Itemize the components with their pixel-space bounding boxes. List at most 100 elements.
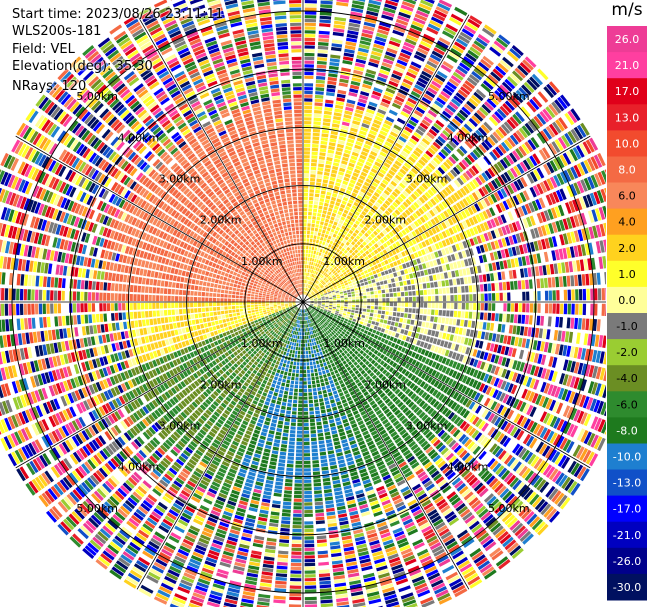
velocity-gate xyxy=(471,165,480,175)
velocity-gate xyxy=(336,502,345,507)
velocity-gate xyxy=(331,430,338,435)
velocity-gate xyxy=(340,357,345,362)
velocity-gate xyxy=(363,164,371,171)
velocity-gate xyxy=(506,313,511,323)
velocity-gate xyxy=(350,11,363,17)
velocity-gate xyxy=(551,277,556,288)
velocity-gate xyxy=(362,168,369,174)
velocity-gate xyxy=(303,147,311,151)
velocity-gate xyxy=(333,298,337,301)
velocity-gate xyxy=(433,77,444,86)
velocity-gate xyxy=(313,275,317,279)
velocity-gate xyxy=(518,87,529,99)
velocity-gate xyxy=(468,311,473,319)
velocity-gate xyxy=(345,241,350,246)
velocity-gate xyxy=(319,11,332,16)
velocity-gate xyxy=(333,303,337,306)
velocity-gate xyxy=(363,226,368,232)
velocity-gate xyxy=(327,211,332,216)
velocity-gate xyxy=(566,275,571,287)
velocity-gate xyxy=(410,24,423,32)
velocity-gate xyxy=(478,321,483,330)
velocity-gate xyxy=(377,290,382,294)
velocity-gate xyxy=(304,287,306,291)
velocity-gate xyxy=(331,268,335,273)
velocity-gate xyxy=(320,599,333,604)
velocity-gate xyxy=(457,212,464,221)
velocity-gate xyxy=(389,245,394,251)
velocity-gate xyxy=(351,241,356,246)
velocity-gate xyxy=(442,30,455,39)
velocity-gate xyxy=(425,150,434,158)
velocity-gate xyxy=(335,292,340,295)
velocity-gate xyxy=(320,253,324,257)
velocity-gate xyxy=(404,291,409,296)
velocity-gate xyxy=(304,581,317,586)
velocity-gate xyxy=(456,336,462,343)
velocity-gate xyxy=(332,306,336,309)
velocity-gate xyxy=(388,80,399,88)
velocity-gate xyxy=(325,439,332,444)
velocity-gate xyxy=(303,226,307,231)
velocity-gate xyxy=(303,211,308,216)
velocity-gate xyxy=(453,179,461,188)
velocity-gate xyxy=(536,132,546,144)
velocity-gate xyxy=(345,358,350,363)
velocity-gate xyxy=(427,229,434,236)
velocity-gate xyxy=(354,267,358,272)
velocity-gate xyxy=(563,289,568,301)
velocity-gate xyxy=(398,246,404,252)
velocity-gate xyxy=(303,351,306,355)
velocity-gate xyxy=(324,400,330,405)
velocity-gate xyxy=(315,224,319,228)
velocity-gate xyxy=(379,332,384,337)
velocity-gate xyxy=(373,243,379,249)
velocity-gate xyxy=(321,233,325,238)
velocity-gate xyxy=(343,254,348,259)
velocity-gate xyxy=(314,501,324,506)
velocity-gate xyxy=(299,373,303,378)
velocity-gate xyxy=(316,174,323,179)
velocity-gate xyxy=(475,176,483,186)
velocity-gate xyxy=(314,368,318,373)
velocity-gate xyxy=(442,129,451,138)
velocity-gate xyxy=(367,280,372,284)
velocity-gate xyxy=(365,72,376,79)
velocity-gate xyxy=(455,131,465,141)
velocity-gate xyxy=(385,116,395,123)
velocity-gate xyxy=(320,144,327,149)
velocity-gate xyxy=(579,143,589,156)
velocity-gate xyxy=(332,433,339,439)
velocity-gate xyxy=(325,357,329,362)
velocity-gate xyxy=(313,338,316,342)
velocity-gate xyxy=(336,269,341,274)
velocity-gate xyxy=(385,253,390,259)
velocity-gate xyxy=(433,184,440,192)
velocity-gate xyxy=(303,245,306,250)
velocity-gate xyxy=(497,215,504,225)
velocity-gate xyxy=(356,55,367,61)
velocity-gate xyxy=(365,264,370,269)
velocity-gate xyxy=(326,372,331,377)
velocity-gate xyxy=(310,426,316,430)
velocity-gate xyxy=(350,226,356,232)
velocity-gate xyxy=(303,373,307,378)
velocity-gate xyxy=(566,168,575,181)
velocity-gate xyxy=(385,227,391,233)
velocity-gate xyxy=(475,214,482,223)
velocity-gate xyxy=(391,316,396,321)
velocity-gate xyxy=(398,182,406,189)
velocity-gate xyxy=(431,103,442,112)
velocity-gate xyxy=(490,322,495,331)
velocity-gate xyxy=(382,10,395,18)
velocity-gate xyxy=(398,264,403,270)
velocity-gate xyxy=(425,90,436,99)
velocity-gate xyxy=(351,77,362,83)
velocity-gate xyxy=(309,289,312,293)
velocity-gate xyxy=(385,274,390,279)
velocity-gate xyxy=(304,0,317,4)
velocity-gate xyxy=(497,190,505,200)
velocity-gate xyxy=(343,249,348,254)
velocity-gate xyxy=(350,217,356,223)
velocity-gate xyxy=(316,60,327,65)
